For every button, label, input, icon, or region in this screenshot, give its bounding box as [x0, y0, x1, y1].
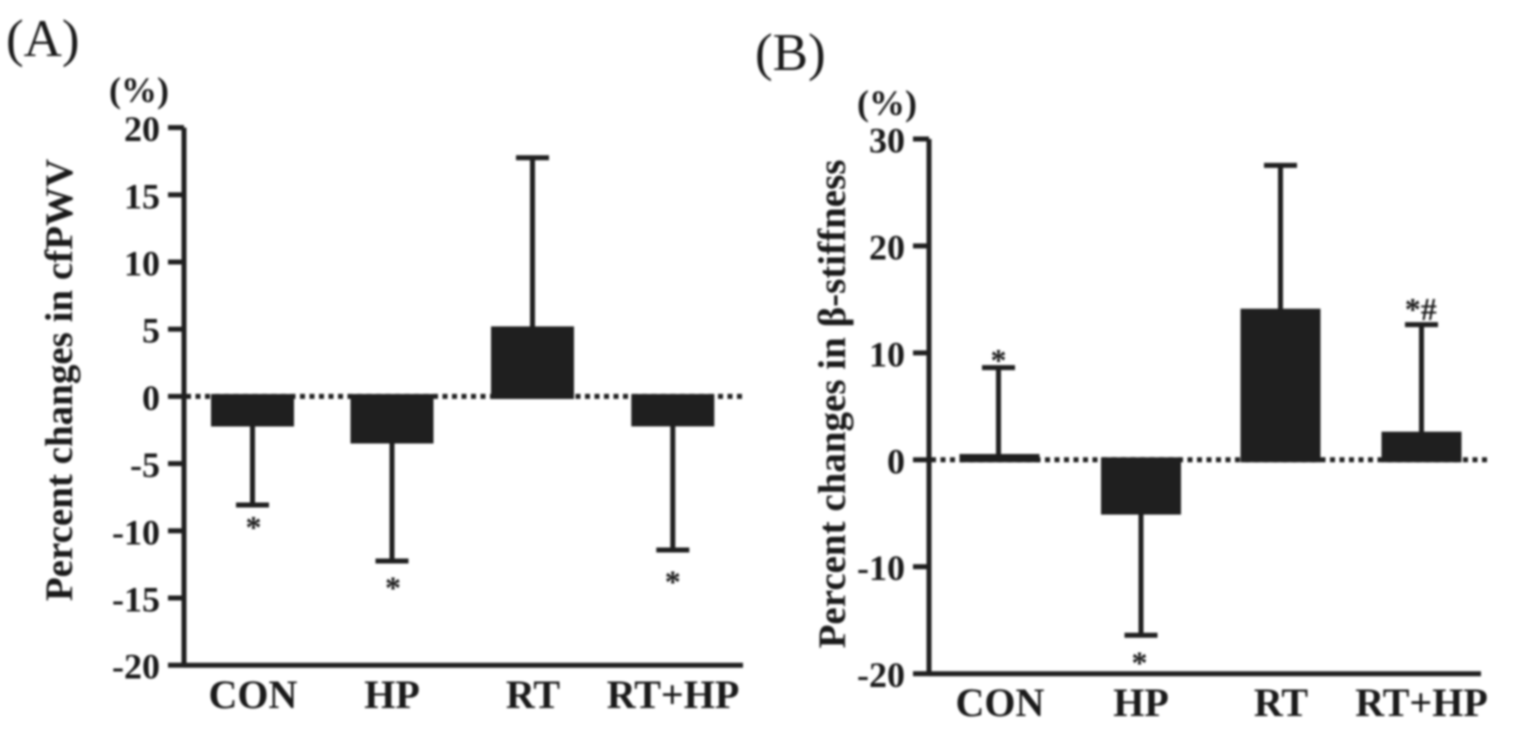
svg-text:10: 10: [124, 244, 160, 284]
svg-text:(%): (%): [109, 70, 169, 110]
svg-text:(A): (A): [6, 10, 80, 68]
svg-text:*: *: [665, 564, 681, 600]
svg-text:CON: CON: [209, 672, 298, 717]
svg-text:-10: -10: [112, 512, 160, 552]
svg-text:10: 10: [869, 334, 905, 374]
svg-text:30: 30: [869, 121, 905, 161]
svg-text:*: *: [1132, 645, 1148, 681]
svg-text:*: *: [246, 509, 262, 545]
svg-text:*#: *#: [1405, 291, 1437, 327]
svg-text:RT+HP: RT+HP: [1355, 680, 1488, 725]
svg-text:15: 15: [124, 176, 160, 216]
svg-text:RT: RT: [506, 672, 560, 717]
svg-text:5: 5: [142, 311, 160, 351]
svg-text:RT+HP: RT+HP: [607, 672, 740, 717]
svg-text:-20: -20: [857, 655, 905, 695]
svg-text:0: 0: [142, 378, 160, 418]
svg-text:-10: -10: [857, 548, 905, 588]
svg-text:*: *: [991, 342, 1007, 378]
svg-text:20: 20: [124, 109, 160, 149]
svg-text:(%): (%): [857, 83, 917, 123]
svg-text:Percent changes in cfPWV: Percent changes in cfPWV: [38, 159, 81, 601]
svg-text:CON: CON: [956, 680, 1045, 725]
svg-text:-15: -15: [112, 580, 160, 620]
svg-text:-20: -20: [112, 647, 160, 687]
svg-text:20: 20: [869, 227, 905, 267]
svg-text:HP: HP: [1113, 680, 1169, 725]
svg-text:HP: HP: [364, 672, 420, 717]
svg-text:RT: RT: [1254, 680, 1308, 725]
svg-text:Percent changes in β-stiffness: Percent changes in β-stiffness: [811, 160, 854, 649]
svg-text:-5: -5: [130, 445, 160, 485]
svg-text:*: *: [385, 570, 401, 606]
svg-text:(B): (B): [755, 24, 826, 82]
svg-text:0: 0: [887, 441, 905, 481]
